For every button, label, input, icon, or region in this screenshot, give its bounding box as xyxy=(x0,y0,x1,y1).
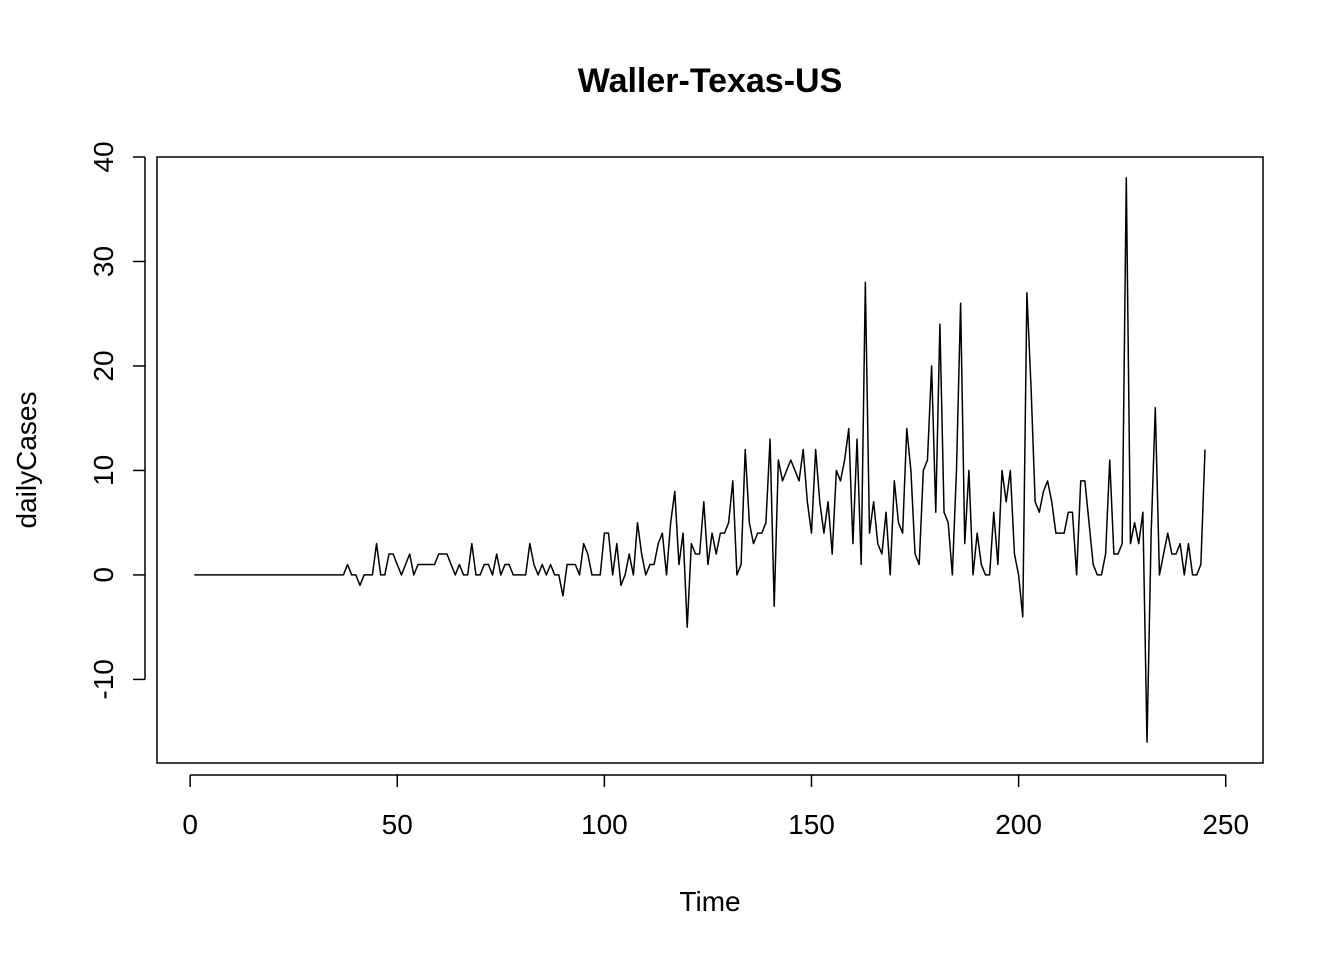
x-tick-label: 100 xyxy=(581,809,628,840)
y-tick-label: 0 xyxy=(88,567,119,583)
y-tick-label: 20 xyxy=(88,350,119,381)
y-tick-label: 10 xyxy=(88,455,119,486)
y-axis-label: dailyCases xyxy=(11,392,42,529)
y-axis: -10 0 10 20 30 40 xyxy=(88,141,146,700)
x-tick-label: 150 xyxy=(788,809,835,840)
x-axis: 0 50 100 150 200 250 xyxy=(182,774,1249,840)
x-tick-label: 200 xyxy=(995,809,1042,840)
y-tick-label: -10 xyxy=(88,659,119,699)
x-tick-label: 0 xyxy=(182,809,198,840)
y-tick-label: 30 xyxy=(88,246,119,277)
chart-title: Waller-Texas-US xyxy=(578,62,843,100)
y-tick-label: 40 xyxy=(88,141,119,172)
plot-frame xyxy=(156,156,1264,764)
x-tick-label: 50 xyxy=(382,809,413,840)
x-axis-label: Time xyxy=(679,886,740,917)
x-tick-label: 250 xyxy=(1202,809,1249,840)
series-line xyxy=(194,177,1206,743)
